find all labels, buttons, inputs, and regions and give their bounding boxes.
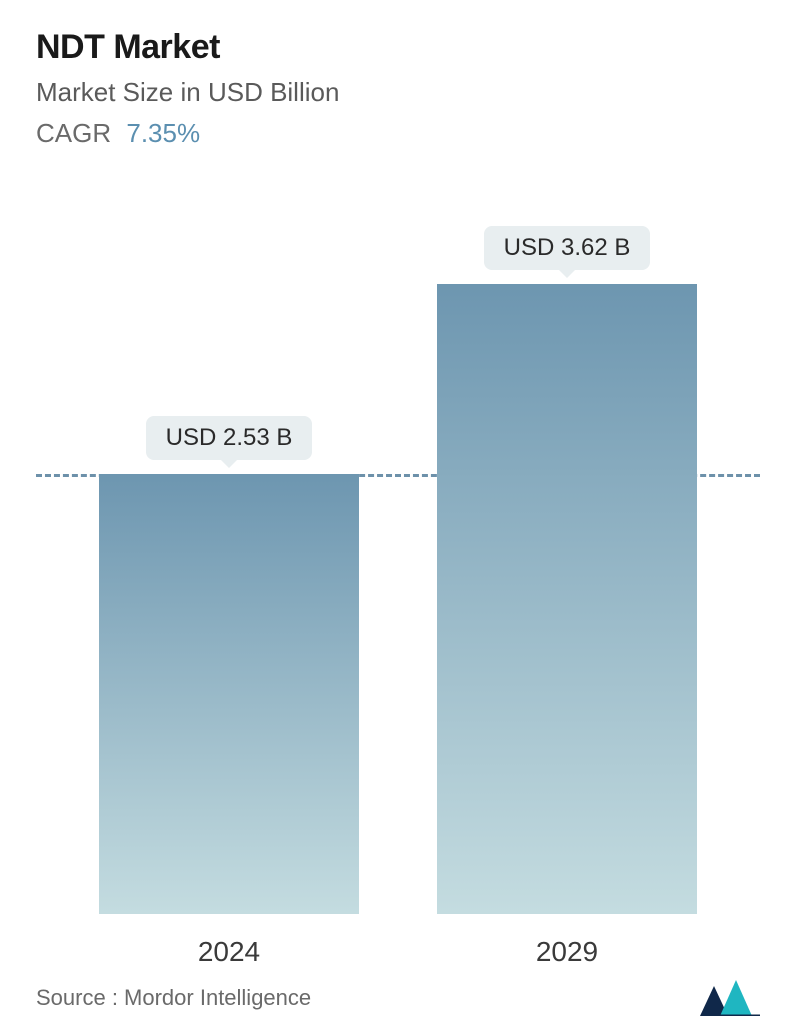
chart-subtitle: Market Size in USD Billion	[36, 77, 760, 108]
cagr-row: CAGR 7.35%	[36, 118, 760, 149]
cagr-value: 7.35%	[126, 118, 200, 148]
bar-value-label: USD 3.62 B	[484, 226, 651, 270]
source-text: Source : Mordor Intelligence	[36, 985, 311, 1011]
x-axis-labels: 2024 2029	[0, 936, 796, 968]
bar	[437, 284, 697, 914]
x-axis-label: 2024	[99, 936, 359, 968]
bar-group: USD 3.62 B	[437, 226, 697, 914]
chart-header: NDT Market Market Size in USD Billion CA…	[0, 0, 796, 149]
cagr-label: CAGR	[36, 118, 111, 148]
chart-area: USD 2.53 B USD 3.62 B	[0, 200, 796, 914]
chart-footer: Source : Mordor Intelligence	[36, 980, 760, 1016]
mordor-logo-icon	[700, 980, 760, 1016]
bar	[99, 474, 359, 914]
x-axis-label: 2029	[437, 936, 697, 968]
bar-group: USD 2.53 B	[99, 416, 359, 914]
bars-container: USD 2.53 B USD 3.62 B	[0, 200, 796, 914]
bar-value-label: USD 2.53 B	[146, 416, 313, 460]
chart-title: NDT Market	[36, 28, 760, 67]
